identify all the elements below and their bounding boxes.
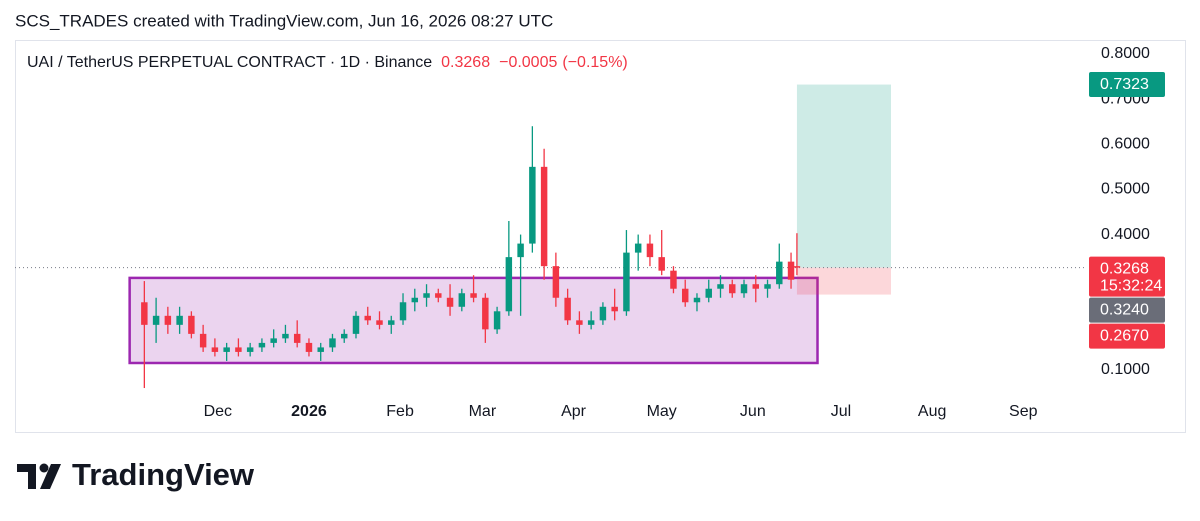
y-tick-label: 0.5000 (1101, 181, 1150, 198)
candle-body (446, 297, 454, 307)
x-tick-label: Feb (386, 403, 414, 420)
x-tick-label: Mar (469, 403, 497, 420)
x-tick-label: Aug (918, 403, 946, 420)
candle-body (764, 284, 771, 289)
legend-price: 0.3268 (441, 54, 490, 71)
candle-body (411, 297, 419, 303)
candle-body (540, 166, 548, 267)
y-tick-label: 0.1000 (1101, 361, 1150, 378)
candle-body (517, 243, 524, 258)
target-label-text: 0.7323 (1100, 76, 1149, 93)
price-line-label (1089, 297, 1165, 323)
candle-body (199, 333, 207, 348)
candle-body (458, 293, 466, 307)
stop-label-text: 0.2670 (1100, 327, 1149, 344)
candle-body (246, 347, 254, 352)
candle-body (388, 320, 395, 325)
candle-body (211, 347, 219, 352)
candle-body (681, 288, 689, 303)
candle-body (576, 320, 583, 325)
candle-body (270, 338, 277, 343)
candle-body (258, 342, 266, 348)
x-tick-label: Dec (204, 403, 232, 420)
candle-body (470, 293, 477, 298)
candle-body (329, 338, 336, 348)
candle-body (658, 257, 665, 271)
candle-body (752, 284, 760, 289)
profit-zone (796, 84, 891, 268)
candle-body (729, 284, 736, 294)
candle-body (693, 297, 701, 303)
target-label (1089, 72, 1165, 98)
header: SCS_TRADES created with TradingView.com,… (15, 11, 553, 30)
x-tick-label: Sep (1009, 403, 1038, 420)
y-tick-label: 0.6000 (1101, 135, 1150, 152)
candle-body (587, 320, 595, 325)
candle-body (670, 270, 677, 289)
candle-body (705, 288, 712, 298)
candle-body (282, 333, 289, 339)
legend: UAI / TetherUS PERPETUAL CONTRACT · 1D ·… (27, 54, 628, 71)
candle-body (717, 284, 724, 289)
candle-body (399, 302, 407, 321)
legend-change: −0.0005 (499, 54, 557, 71)
y-tick-label: 0.8000 (1101, 45, 1150, 62)
brand-logo (17, 463, 61, 489)
candle-body (623, 252, 630, 312)
candle-body (740, 284, 748, 294)
candle-body (223, 347, 230, 352)
candle-body (482, 297, 489, 330)
chart-frame (15, 40, 1186, 433)
candle-body (176, 315, 183, 325)
legend-change-pct: (−0.15%) (562, 54, 627, 71)
x-tick-label: 2026 (291, 403, 327, 420)
last-price-label-text: 15:32:24 (1100, 277, 1162, 294)
candle-body (634, 243, 642, 253)
candle-body (599, 306, 607, 321)
candle-body (505, 257, 513, 312)
loss-zone (796, 267, 891, 295)
candle-body (364, 315, 371, 321)
candle-body (305, 342, 313, 352)
candle-body (646, 243, 654, 258)
candle-body (235, 347, 242, 352)
candle-body (552, 266, 560, 298)
x-tick-label: Jul (831, 403, 851, 420)
candle-body (293, 333, 301, 343)
candle-body (340, 333, 348, 339)
y-tick-label: 0.4000 (1101, 226, 1150, 243)
candle-body (164, 315, 172, 325)
x-tick-label: May (647, 403, 677, 420)
candle-body (141, 302, 148, 325)
candle-body (776, 261, 783, 285)
candle-body (317, 347, 324, 352)
last-price-label-text: 0.3268 (1100, 260, 1149, 277)
x-tick-label: Apr (561, 403, 587, 420)
candle-body (564, 297, 571, 321)
candle-body (376, 320, 383, 325)
legend-symbol: UAI / TetherUS PERPETUAL CONTRACT · 1D ·… (27, 54, 432, 71)
brand-name: TradingView (72, 457, 255, 492)
candle-body (529, 166, 536, 244)
candle-body (435, 293, 442, 298)
x-tick-label: Jun (740, 403, 766, 420)
candle-body (423, 293, 430, 298)
stop-label (1089, 323, 1165, 349)
candle-body (611, 306, 618, 312)
candle-body (787, 261, 795, 280)
candle-body (493, 311, 501, 330)
last-price-label (1089, 256, 1165, 297)
candle-body (352, 315, 360, 334)
candle-body (152, 315, 160, 325)
price-line-label-text: 0.3240 (1100, 301, 1149, 318)
candle-body (793, 266, 801, 268)
candle-body (188, 315, 195, 334)
